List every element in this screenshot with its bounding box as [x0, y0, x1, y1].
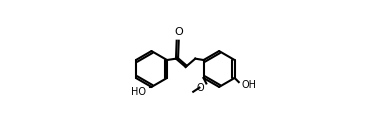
Text: O: O: [197, 83, 205, 93]
Text: HO: HO: [131, 87, 146, 97]
Text: OH: OH: [242, 80, 257, 90]
Text: O: O: [174, 27, 183, 37]
